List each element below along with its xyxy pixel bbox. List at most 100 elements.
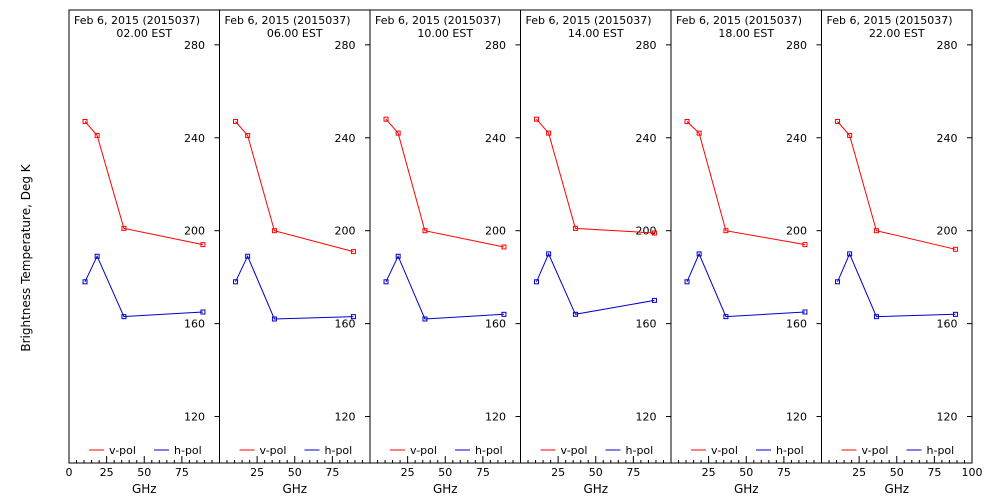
data-point-h-pol (271, 316, 277, 322)
data-point-v-pol (546, 130, 552, 136)
legend-label-vpol: v-pol (561, 444, 588, 457)
legend-label-hpol: h-pol (927, 444, 955, 457)
panel-4: Feb 6, 2015 (2015037)14.00 EST 120 160 200 2… (520, 9, 672, 496)
series-line-h-pol (84, 254, 203, 318)
data-point-h-pol (802, 309, 808, 315)
panel-title: Feb 6, 2015 (2015037) (74, 14, 200, 27)
data-point-h-pol (422, 316, 428, 322)
data-point-v-pol (233, 119, 239, 125)
series-line-h-pol (837, 252, 956, 318)
panel-subtitle: 06.00 EST (267, 27, 323, 40)
x-tick-label: 25 (250, 466, 264, 479)
series-line-v-pol (235, 121, 354, 253)
panel-subtitle: 02.00 EST (116, 27, 172, 40)
data-point-v-pol (651, 230, 657, 236)
data-point-h-pol (651, 297, 657, 303)
data-point-v-pol (200, 242, 206, 248)
panel-title: Feb 6, 2015 (2015037) (375, 14, 501, 27)
data-point-h-pol (501, 311, 507, 317)
x-tick-label: 50 (137, 466, 151, 479)
legend-label-hpol: h-pol (475, 444, 503, 457)
data-point-h-pol (684, 279, 690, 285)
panel-5: Feb 6, 2015 (2015037)18.00 EST 120 160 200 2… (670, 9, 822, 496)
y-tick-label: 160 (184, 318, 205, 331)
y-tick-label: 280 (485, 39, 506, 52)
series-line-v-pol (536, 118, 655, 234)
data-point-v-pol (534, 116, 540, 122)
y-tick-label: 240 (636, 132, 657, 145)
legend-label-vpol: v-pol (711, 444, 738, 457)
panel-2: Feb 6, 2015 (2015037)06.00 EST 120 160 200 2… (219, 9, 371, 496)
legend-label-vpol: v-pol (109, 444, 136, 457)
series-line-h-pol (686, 252, 805, 318)
data-point-v-pol (82, 119, 88, 125)
y-tick-label: 120 (485, 411, 506, 424)
panel-6: Feb 6, 2015 (2015037)22.00 EST 120 160 200 2… (821, 9, 983, 496)
y-tick-label: 160 (937, 318, 958, 331)
data-point-v-pol (245, 132, 251, 138)
data-point-h-pol (534, 279, 540, 285)
data-point-h-pol (395, 253, 401, 259)
y-tick-label: 200 (485, 225, 506, 238)
panel-subtitle: 14.00 EST (568, 27, 624, 40)
data-point-v-pol (684, 119, 690, 125)
data-point-h-pol (350, 314, 356, 320)
x-axis-label: GHz (282, 482, 307, 496)
x-axis-label: GHz (884, 482, 909, 496)
y-tick-label: 200 (937, 225, 958, 238)
y-tick-label: 200 (786, 225, 807, 238)
data-point-v-pol (94, 132, 100, 138)
x-tick-label: 25 (401, 466, 415, 479)
y-tick-label: 160 (786, 318, 807, 331)
series-line-v-pol (84, 121, 204, 246)
y-tick-label: 240 (937, 132, 958, 145)
x-tick-label: 25 (702, 466, 716, 479)
legend-label-vpol: v-pol (862, 444, 889, 457)
data-point-v-pol (501, 244, 507, 250)
x-tick-label: 75 (175, 466, 189, 479)
panel-1: Feb 6, 2015 (2015037)02.00 EST 120 160 200 2… (66, 9, 220, 496)
y-tick-label: 280 (335, 39, 356, 52)
y-tick-label: 240 (184, 132, 205, 145)
data-point-h-pol (847, 251, 853, 257)
x-tick-label: 75 (927, 466, 941, 479)
data-point-h-pol (723, 314, 729, 320)
panel-subtitle: 18.00 EST (718, 27, 774, 40)
series-line-v-pol (385, 118, 505, 248)
y-tick-label: 240 (335, 132, 356, 145)
y-tick-label: 280 (786, 39, 807, 52)
x-tick-label: 50 (438, 466, 452, 479)
x-axis-label: GHz (132, 482, 157, 496)
data-point-v-pol (121, 225, 127, 231)
x-tick-label: 100 (962, 466, 983, 479)
data-point-v-pol (723, 228, 729, 234)
x-tick-label: 75 (476, 466, 490, 479)
data-point-v-pol (350, 249, 356, 255)
x-tick-label: 75 (626, 466, 640, 479)
y-tick-label: 280 (184, 39, 205, 52)
data-point-v-pol (847, 132, 853, 138)
x-tick-label: 50 (288, 466, 302, 479)
x-tick-label: 25 (852, 466, 866, 479)
y-tick-label: 280 (636, 39, 657, 52)
data-point-h-pol (200, 309, 206, 315)
x-axis-label: GHz (583, 482, 608, 496)
data-point-h-pol (245, 253, 251, 259)
y-tick-label: 120 (335, 411, 356, 424)
series-line-v-pol (686, 121, 805, 246)
y-tick-label: 240 (485, 132, 506, 145)
data-point-v-pol (271, 228, 277, 234)
panel-title: Feb 6, 2015 (2015037) (225, 14, 351, 27)
data-point-h-pol (696, 251, 702, 257)
y-tick-label: 120 (937, 411, 958, 424)
y-tick-label: 160 (636, 318, 657, 331)
x-tick-label: 25 (551, 466, 565, 479)
panel-title: Feb 6, 2015 (2015037) (526, 14, 652, 27)
data-point-h-pol (233, 279, 239, 285)
data-point-v-pol (395, 130, 401, 136)
data-point-v-pol (572, 225, 578, 231)
data-point-v-pol (422, 228, 428, 234)
x-axis-label: GHz (734, 482, 759, 496)
data-point-h-pol (572, 311, 578, 317)
